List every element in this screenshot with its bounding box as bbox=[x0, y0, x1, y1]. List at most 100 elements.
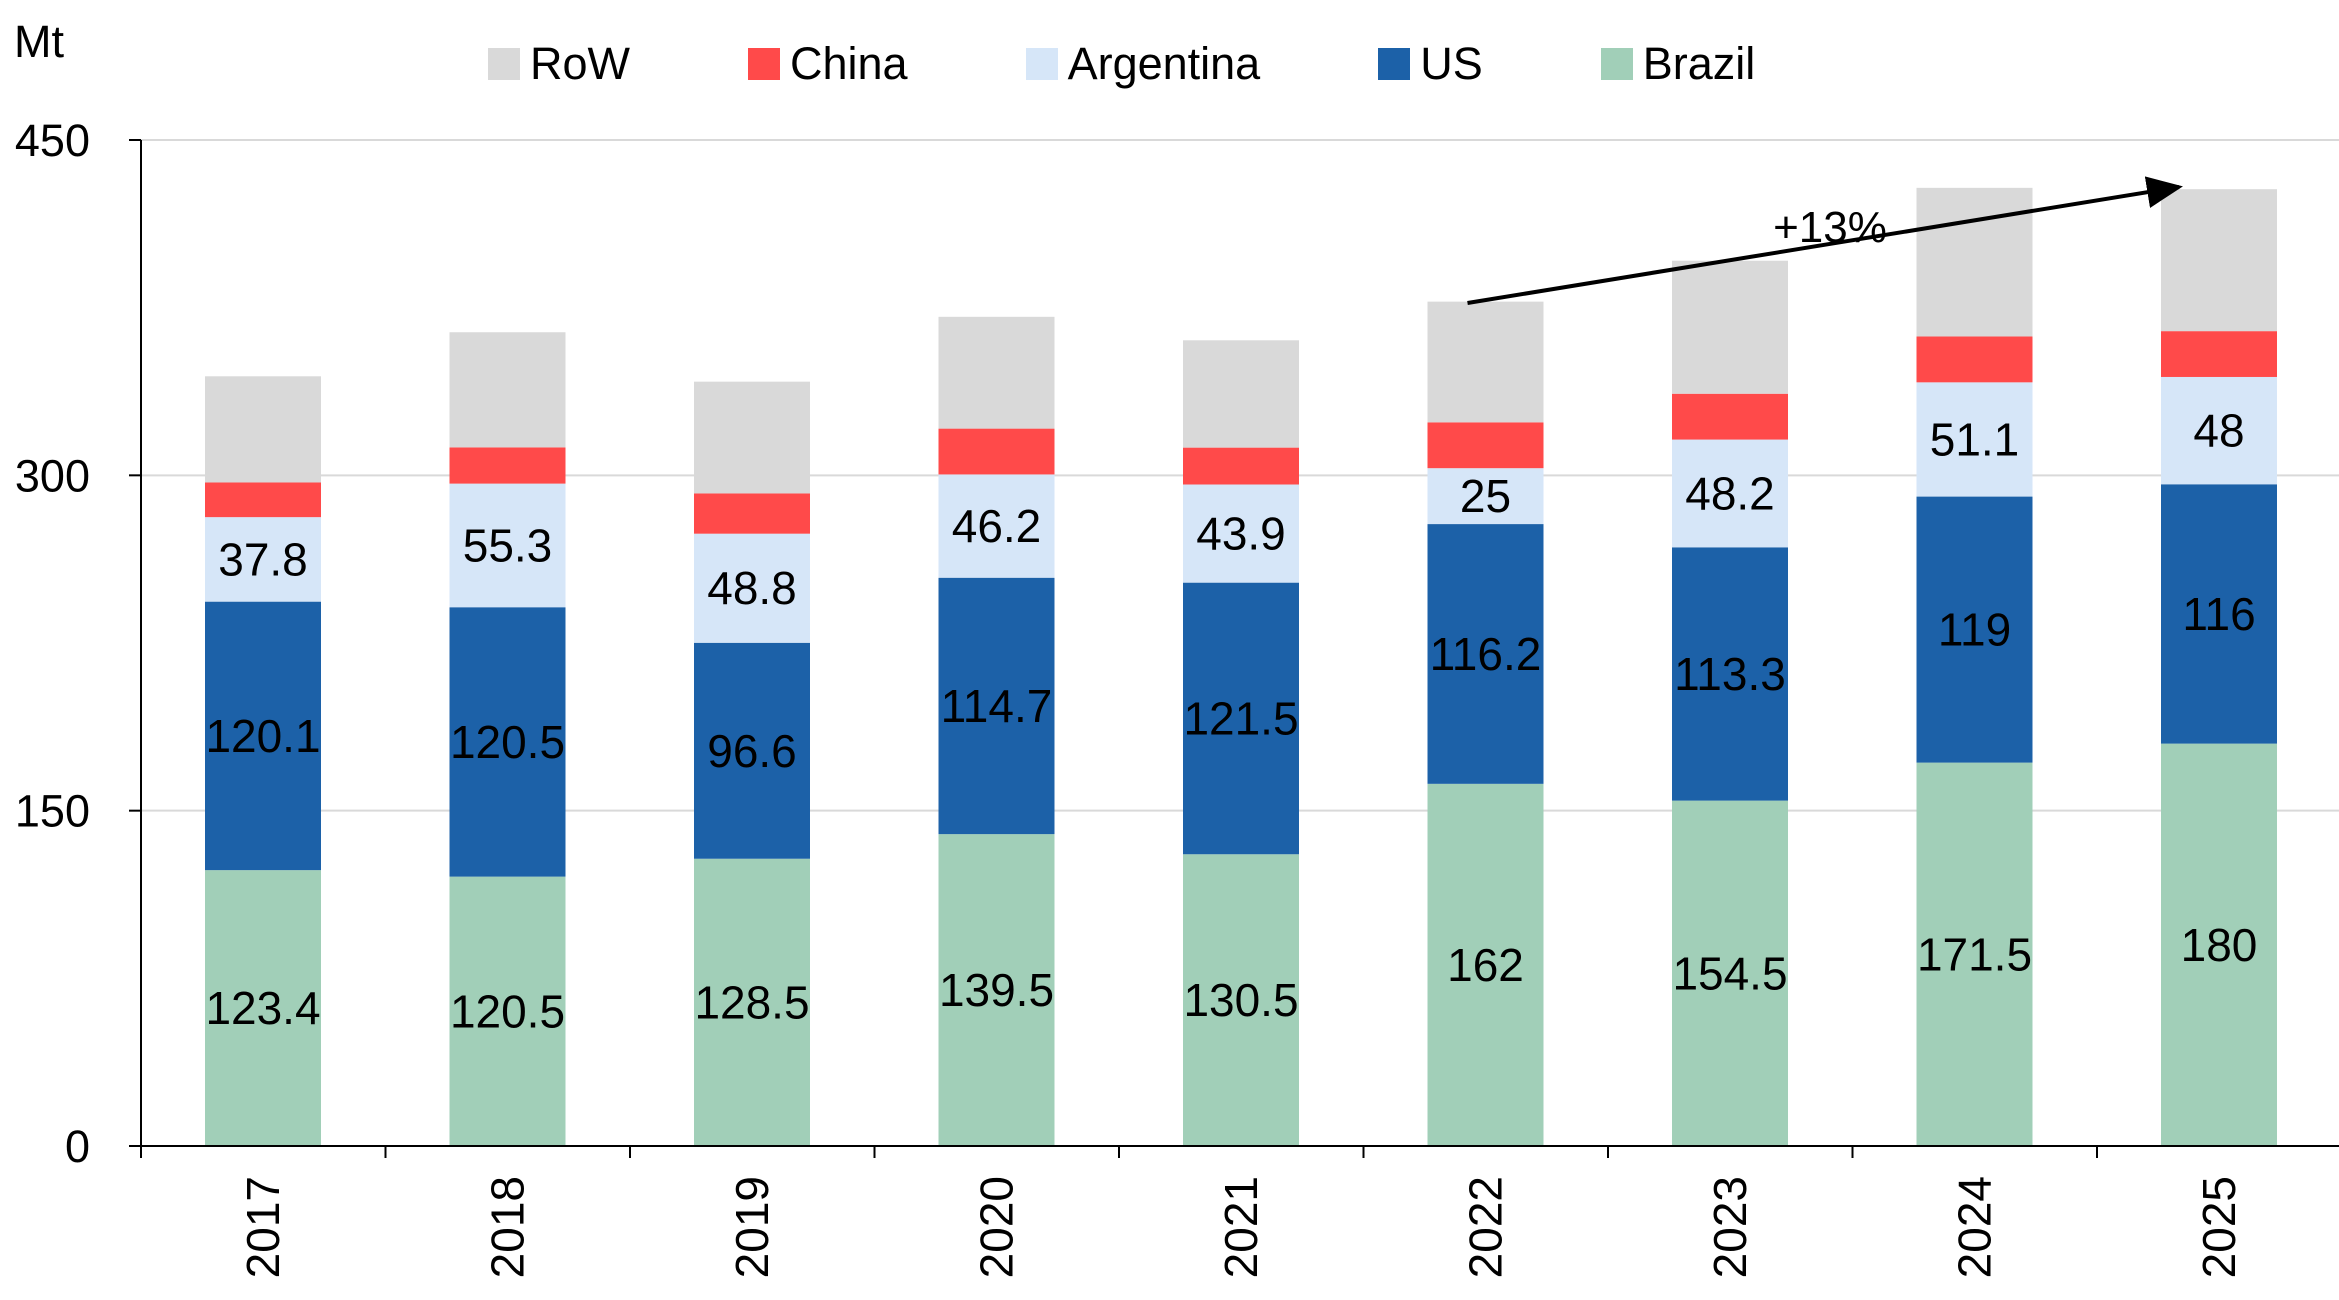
growth-arrow bbox=[1467, 176, 2183, 305]
legend-item-brazil: Brazil bbox=[1600, 38, 1756, 90]
bar-row-2019 bbox=[694, 381, 810, 494]
bar-brazil-2023 bbox=[1672, 800, 1788, 1146]
y-tick-label: 450 bbox=[15, 115, 90, 166]
bar-row-2025 bbox=[2161, 189, 2277, 332]
bar-china-2022 bbox=[1427, 422, 1544, 469]
bar-argentina-2025 bbox=[2161, 376, 2277, 485]
data-label-argentina: 55.3 bbox=[463, 519, 553, 571]
bar-us-2020 bbox=[938, 577, 1055, 835]
bar-brazil-2021 bbox=[1183, 854, 1299, 1146]
bar-china-2018 bbox=[449, 447, 566, 484]
bar-us-2018 bbox=[449, 607, 566, 877]
x-tick-label: 2020 bbox=[971, 1176, 1023, 1278]
data-label-us: 119 bbox=[1938, 604, 2011, 656]
data-label-argentina: 48.8 bbox=[707, 562, 797, 614]
legend-swatch bbox=[748, 48, 780, 80]
legend-item-china: China bbox=[748, 38, 908, 90]
growth-annotation-label: +13% bbox=[1773, 203, 1887, 252]
data-label-us: 116 bbox=[2182, 588, 2255, 640]
x-tick-label: 2017 bbox=[237, 1176, 289, 1278]
bar-us-2021 bbox=[1183, 582, 1299, 855]
data-label-us: 113.3 bbox=[1674, 648, 1786, 700]
bar-row-2018 bbox=[449, 332, 566, 448]
legend-label: Argentina bbox=[1067, 38, 1261, 89]
x-tick-label: 2018 bbox=[482, 1176, 534, 1278]
data-label-brazil: 130.5 bbox=[1183, 974, 1298, 1026]
y-tick-label: 300 bbox=[15, 450, 90, 501]
bar-argentina-2017 bbox=[205, 517, 321, 602]
bar-us-2019 bbox=[694, 642, 810, 859]
legend-item-us: US bbox=[1378, 38, 1483, 90]
data-label-brazil: 120.5 bbox=[450, 985, 565, 1037]
bar-argentina-2020 bbox=[938, 474, 1055, 578]
data-label-argentina: 46.2 bbox=[952, 500, 1042, 552]
bar-china-2024 bbox=[1916, 336, 2033, 383]
bar-us-2017 bbox=[205, 601, 321, 871]
x-tick-label: 2024 bbox=[1949, 1176, 2001, 1278]
bar-row-2017 bbox=[205, 376, 321, 483]
data-label-us: 120.1 bbox=[205, 710, 320, 762]
legend-label: China bbox=[790, 38, 908, 89]
legend-swatch bbox=[1600, 48, 1633, 80]
data-label-us: 121.5 bbox=[1183, 692, 1298, 744]
legend-swatch bbox=[1025, 48, 1058, 80]
legend-swatch bbox=[1378, 48, 1411, 80]
legend-item-argentina: Argentina bbox=[1025, 38, 1261, 90]
legend-label: RoW bbox=[530, 38, 630, 89]
bar-argentina-2019 bbox=[694, 533, 810, 643]
legend-label: US bbox=[1420, 38, 1483, 89]
data-label-brazil: 123.4 bbox=[205, 982, 320, 1034]
bar-row-2023 bbox=[1672, 260, 1788, 394]
data-label-argentina: 25 bbox=[1460, 470, 1511, 522]
legend-item-row: RoW bbox=[488, 38, 630, 90]
x-tick-label: 2023 bbox=[1704, 1176, 1756, 1278]
legend-label: Brazil bbox=[1642, 38, 1756, 89]
data-label-us: 116.2 bbox=[1430, 628, 1542, 680]
data-label-argentina: 48 bbox=[2193, 405, 2244, 457]
data-label-argentina: 51.1 bbox=[1930, 413, 2020, 465]
x-tick-label: 2025 bbox=[2193, 1176, 2245, 1278]
y-tick-label: 0 bbox=[65, 1121, 90, 1172]
x-tick-label: 2019 bbox=[726, 1176, 778, 1278]
bar-argentina-2023 bbox=[1672, 439, 1788, 548]
data-label-argentina: 48.2 bbox=[1685, 467, 1775, 519]
data-label-brazil: 162 bbox=[1447, 939, 1524, 991]
bar-china-2025 bbox=[2161, 331, 2277, 377]
bar-china-2021 bbox=[1183, 447, 1299, 485]
x-tick-label: 2021 bbox=[1215, 1176, 1267, 1278]
bar-brazil-2024 bbox=[1916, 762, 2033, 1146]
data-label-brazil: 180 bbox=[2181, 919, 2258, 971]
bar-argentina-2021 bbox=[1183, 484, 1299, 583]
bar-row-2022 bbox=[1427, 301, 1544, 423]
bar-brazil-2018 bbox=[449, 876, 566, 1146]
bar-china-2023 bbox=[1672, 393, 1788, 440]
data-label-brazil: 154.5 bbox=[1672, 947, 1787, 999]
bar-brazil-2017 bbox=[205, 870, 321, 1146]
y-tick-label: 150 bbox=[15, 786, 90, 837]
bar-row-2024 bbox=[1916, 187, 2033, 337]
bar-row-2021 bbox=[1183, 340, 1299, 448]
data-label-us: 114.7 bbox=[941, 680, 1053, 732]
bar-us-2024 bbox=[1916, 496, 2033, 763]
bar-brazil-2019 bbox=[694, 858, 810, 1146]
bar-brazil-2025 bbox=[2161, 743, 2277, 1146]
data-label-brazil: 139.5 bbox=[939, 964, 1054, 1016]
chart-legend: RoW China Argentina US Brazil bbox=[488, 38, 1755, 90]
y-axis-unit-label: Mt bbox=[14, 16, 64, 67]
data-label-argentina: 43.9 bbox=[1196, 508, 1286, 560]
bar-argentina-2022 bbox=[1427, 468, 1544, 525]
bar-us-2025 bbox=[2161, 484, 2277, 744]
data-label-argentina: 37.8 bbox=[218, 533, 308, 585]
bar-us-2022 bbox=[1427, 524, 1544, 784]
data-label-us: 120.5 bbox=[450, 716, 565, 768]
bar-brazil-2022 bbox=[1427, 783, 1544, 1146]
bar-argentina-2018 bbox=[449, 483, 566, 608]
bar-china-2019 bbox=[694, 493, 810, 534]
bar-china-2017 bbox=[205, 482, 321, 518]
data-label-us: 96.6 bbox=[707, 725, 797, 777]
data-label-brazil: 171.5 bbox=[1917, 928, 2032, 980]
data-label-brazil: 128.5 bbox=[694, 976, 809, 1028]
bar-brazil-2020 bbox=[938, 834, 1055, 1146]
bar-argentina-2024 bbox=[1916, 382, 2033, 497]
